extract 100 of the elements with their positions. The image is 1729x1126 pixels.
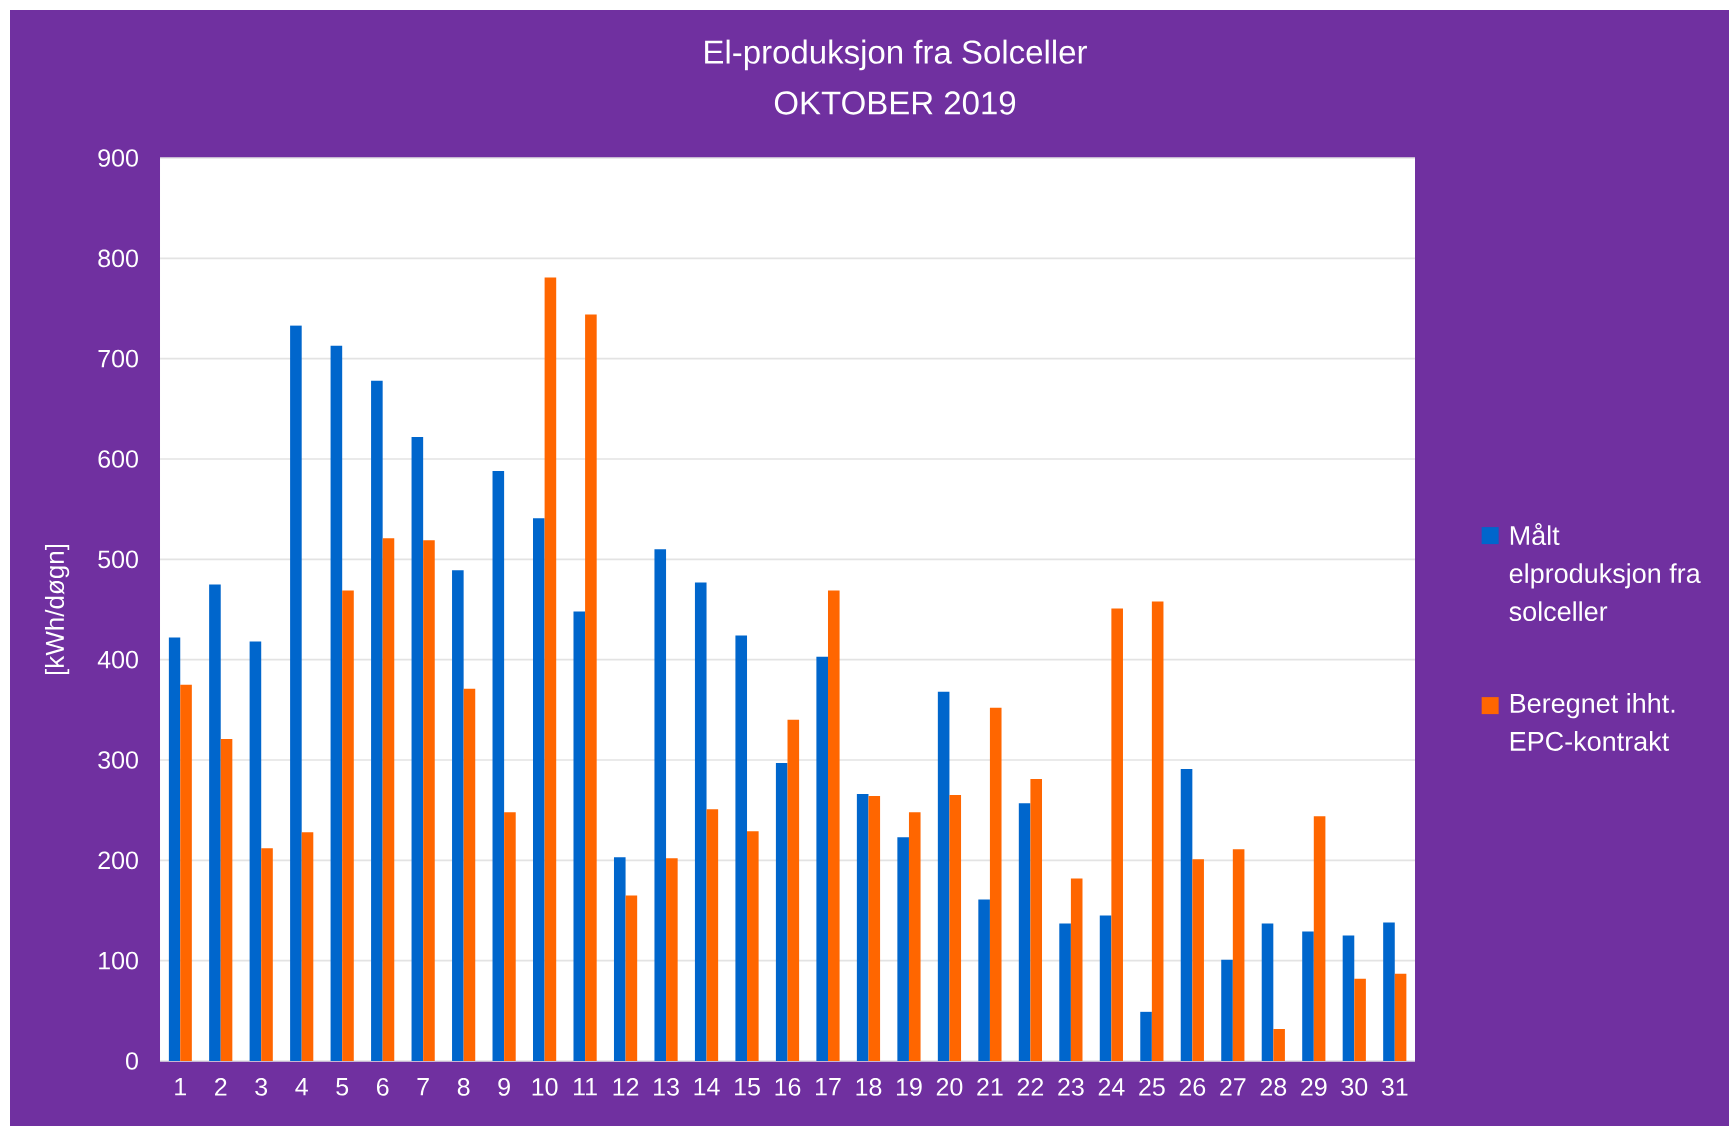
- chart-title: El-produksjon fra Solceller: [705, 39, 1087, 71]
- bar: [1099, 915, 1112, 1061]
- bar: [747, 831, 759, 1061]
- y-tick-label: 400: [97, 650, 138, 669]
- x-tick-label: 7: [417, 1078, 429, 1096]
- y-tick-label: 800: [98, 249, 138, 268]
- x-tick-label: 22: [1017, 1078, 1044, 1096]
- bar: [342, 590, 354, 1061]
- x-tick-label: 13: [654, 1078, 679, 1096]
- y-tick-label: 0: [126, 1052, 138, 1070]
- y-tick-label: 600: [98, 450, 138, 468]
- bar: [492, 471, 505, 1061]
- bar: [897, 837, 909, 1061]
- x-tick-label: 2: [215, 1078, 227, 1096]
- bar: [168, 637, 181, 1061]
- bar: [1030, 779, 1043, 1061]
- bar: [585, 314, 597, 1061]
- bar: [371, 380, 383, 1061]
- x-tick-label: 4: [295, 1078, 308, 1096]
- bar: [452, 570, 464, 1061]
- x-tick-label: 15: [735, 1078, 760, 1096]
- x-tick-label: 12: [613, 1078, 639, 1096]
- x-tick-label: 3: [255, 1078, 268, 1096]
- bar: [613, 857, 626, 1061]
- x-tick-label: 20: [936, 1078, 963, 1096]
- bar: [816, 656, 828, 1061]
- x-tick-label: 5: [336, 1078, 349, 1096]
- bar: [504, 812, 516, 1061]
- x-tick-label: 29: [1301, 1078, 1327, 1096]
- bar: [180, 684, 192, 1061]
- bar: [1342, 935, 1355, 1061]
- bar: [1151, 601, 1164, 1061]
- bar: [989, 707, 1002, 1061]
- bar: [908, 812, 921, 1061]
- x-tick-label: 8: [457, 1078, 470, 1096]
- x-tick-label: 30: [1341, 1078, 1368, 1096]
- bar: [827, 590, 840, 1061]
- bar: [1302, 931, 1314, 1061]
- x-tick-label: 11: [574, 1078, 597, 1096]
- bar: [573, 611, 586, 1061]
- bar: [290, 325, 302, 1061]
- bar: [209, 584, 221, 1061]
- y-tick-label: 700: [98, 349, 138, 368]
- y-tick-label: 100: [99, 951, 138, 970]
- y-tick-label: 500: [98, 550, 138, 569]
- x-tick-label: 26: [1179, 1078, 1206, 1096]
- bar: [978, 899, 990, 1061]
- x-tick-label: 21: [977, 1078, 1003, 1096]
- x-tick-label: 28: [1260, 1078, 1287, 1096]
- bar: [1261, 923, 1274, 1061]
- x-tick-label: 31: [1381, 1078, 1408, 1096]
- bar: [868, 796, 881, 1061]
- bar: [1140, 1011, 1152, 1061]
- bar: [1059, 923, 1071, 1061]
- bar: [1180, 769, 1193, 1061]
- x-tick-label: 25: [1139, 1078, 1165, 1096]
- bar: [463, 688, 476, 1061]
- bar: [301, 832, 314, 1061]
- bar: [423, 540, 435, 1061]
- x-tick-label: 1: [175, 1078, 186, 1096]
- y-tick-label: 300: [98, 751, 138, 769]
- bar: [544, 277, 557, 1061]
- x-tick-label: 14: [694, 1078, 720, 1096]
- bar: [787, 719, 800, 1061]
- x-tick-label: 27: [1220, 1078, 1246, 1096]
- x-tick-label: 23: [1058, 1078, 1084, 1096]
- bar: [1111, 608, 1123, 1061]
- y-tick-label: 200: [98, 851, 138, 870]
- legend-label: Målt elproduksjon fra solceller: [1509, 523, 1701, 622]
- bar: [1070, 878, 1083, 1061]
- bar: [1018, 803, 1031, 1061]
- bar: [625, 895, 638, 1061]
- x-tick-label: 9: [498, 1078, 510, 1096]
- y-tick-label: 900: [98, 149, 138, 167]
- bar: [856, 794, 869, 1061]
- bar: [533, 518, 545, 1061]
- bar: [937, 691, 950, 1061]
- bar: [1232, 849, 1245, 1061]
- bar: [1383, 922, 1395, 1061]
- bar: [1394, 973, 1407, 1061]
- bar: [330, 345, 343, 1061]
- x-tick-label: 17: [816, 1078, 841, 1096]
- chart-subtitle: OKTOBER 2019: [774, 91, 1016, 115]
- bar: [1273, 1028, 1285, 1061]
- bar: [735, 635, 748, 1061]
- bar: [411, 436, 424, 1061]
- bar: [706, 809, 719, 1061]
- x-tick-label: 19: [896, 1078, 922, 1096]
- bar: [949, 795, 962, 1061]
- x-tick-label: 18: [856, 1078, 882, 1096]
- bar: [1354, 978, 1366, 1061]
- bar: [694, 582, 707, 1061]
- x-tick-label: 16: [775, 1078, 801, 1096]
- bar: [1313, 816, 1326, 1061]
- bar: [1221, 959, 1233, 1061]
- x-tick-label: 10: [532, 1078, 558, 1096]
- bar: [654, 549, 667, 1061]
- bar: [1192, 859, 1204, 1061]
- legend-label: Beregnet ihht. EPC-kontrakt: [1510, 693, 1675, 751]
- bar: [775, 763, 788, 1061]
